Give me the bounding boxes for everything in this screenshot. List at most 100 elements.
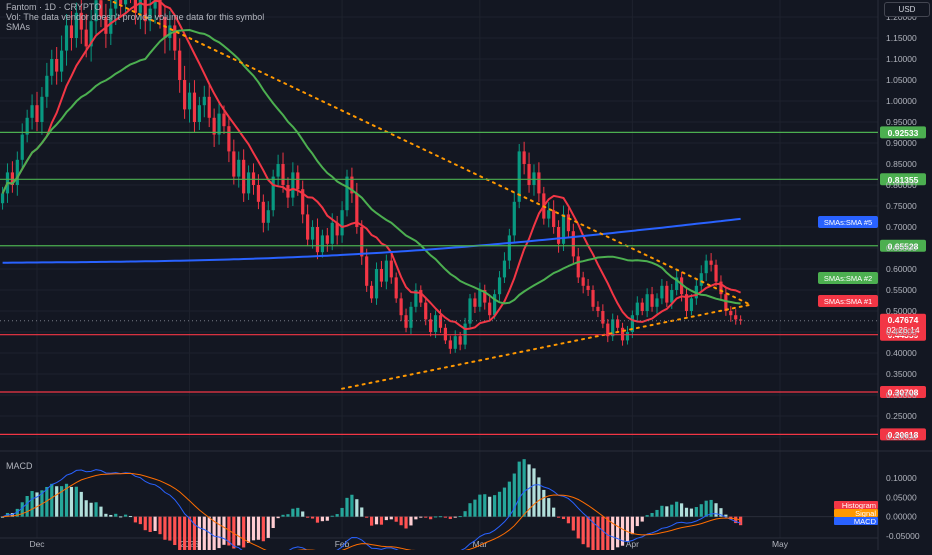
candle-body (729, 311, 733, 316)
candle-body (355, 193, 359, 227)
macd-histogram-bar (237, 516, 241, 546)
macd-histogram-bar (502, 487, 507, 517)
candle (20, 123, 24, 170)
candle (143, 0, 147, 35)
price-tick-label: 1.20000 (886, 12, 917, 22)
macd-histogram-bar (581, 516, 585, 545)
currency-button[interactable]: USD (884, 2, 930, 17)
candle-body (207, 96, 211, 118)
candle-body (724, 294, 728, 311)
macd-histogram-bar (625, 516, 630, 542)
candle (99, 0, 103, 28)
candle (512, 192, 516, 243)
candle-body (168, 25, 172, 38)
candle (665, 281, 669, 307)
candle-body (310, 227, 315, 240)
level-price-tag (880, 239, 926, 252)
macd-histogram-bar (611, 516, 615, 551)
candle-body (119, 0, 123, 5)
macd-histogram-bar (620, 516, 625, 546)
candle-body (114, 0, 118, 9)
candle (291, 162, 295, 207)
macd-histogram-bar (0, 516, 5, 518)
candle-body (566, 214, 571, 232)
candle (596, 301, 600, 318)
candle-body (291, 172, 295, 198)
candle (507, 228, 511, 269)
macd-histogram-bar (675, 501, 679, 517)
candle-body (123, 0, 128, 5)
candle-body (561, 214, 566, 244)
candle-body (399, 298, 403, 316)
candle-body (679, 277, 684, 295)
candle (502, 252, 507, 284)
macd-pane (0, 459, 878, 555)
candle-body (109, 8, 113, 34)
macd-legend[interactable]: MACD (6, 461, 33, 471)
candle (0, 186, 5, 210)
macd-histogram-bar (128, 516, 133, 518)
candle (74, 2, 78, 48)
price-tick-label: 0.20000 (886, 432, 917, 442)
candle-body (330, 222, 334, 244)
macd-histogram-bar (227, 516, 231, 546)
candle (640, 298, 644, 316)
candle-body (606, 323, 610, 337)
price-tick-label: 0.60000 (886, 264, 917, 274)
macd-histogram-bar (178, 516, 182, 553)
candle (25, 109, 29, 143)
candle-body (473, 298, 477, 307)
macd-histogram-bar (242, 516, 246, 548)
candle-body (709, 260, 713, 265)
macd-histogram-bar (635, 516, 639, 527)
candle-body (325, 235, 329, 244)
candle (35, 91, 39, 132)
macd-histogram-bar (281, 514, 285, 517)
candle-body (404, 315, 408, 328)
smas-legend[interactable]: SMAs (6, 22, 31, 32)
macd-histogram-bar (453, 516, 457, 518)
candle-body (670, 290, 674, 303)
candle (50, 49, 54, 85)
candle-body (704, 260, 708, 274)
macd-histogram-bar (261, 516, 265, 542)
candle-body (94, 0, 98, 22)
macd-histogram-bar (542, 489, 546, 517)
macd-histogram-bar (488, 496, 492, 517)
price-tick-label: 0.35000 (886, 369, 917, 379)
macd-histogram-bar (616, 516, 620, 548)
macd-histogram-bar (724, 514, 728, 517)
macd-histogram-bar (419, 516, 423, 518)
macd-histogram-bar (660, 505, 664, 517)
macd-histogram-bar (640, 516, 644, 522)
candle (355, 182, 359, 234)
macd-histogram-bar (84, 500, 88, 517)
macd-histogram-bar (197, 516, 201, 555)
macd-tick-label: 0.05000 (886, 492, 917, 502)
candle-body (675, 277, 679, 290)
candle-body (616, 319, 620, 328)
candle-body (74, 12, 78, 39)
candle-body (60, 50, 64, 72)
macd-line (2, 469, 741, 555)
candle (301, 180, 305, 224)
candle-body (301, 189, 305, 215)
candles (0, 0, 743, 354)
macd-histogram-bar (15, 508, 19, 517)
candle-body (232, 151, 236, 177)
macd-histogram-bar (571, 516, 575, 531)
candle (483, 284, 487, 310)
level-price-label: 0.81355 (888, 175, 919, 185)
macd-histogram-bar (271, 516, 275, 529)
candle-body (650, 294, 654, 307)
macd-histogram-bar (507, 481, 511, 517)
candle (227, 115, 231, 163)
symbol-legend[interactable]: Fantom · 1D · CRYPTO (6, 2, 102, 12)
macd-histogram-bar (315, 516, 320, 523)
candle-body (20, 134, 24, 160)
candle-body (350, 176, 354, 194)
candle-body (84, 29, 88, 47)
macd-histogram-bar (379, 516, 384, 525)
